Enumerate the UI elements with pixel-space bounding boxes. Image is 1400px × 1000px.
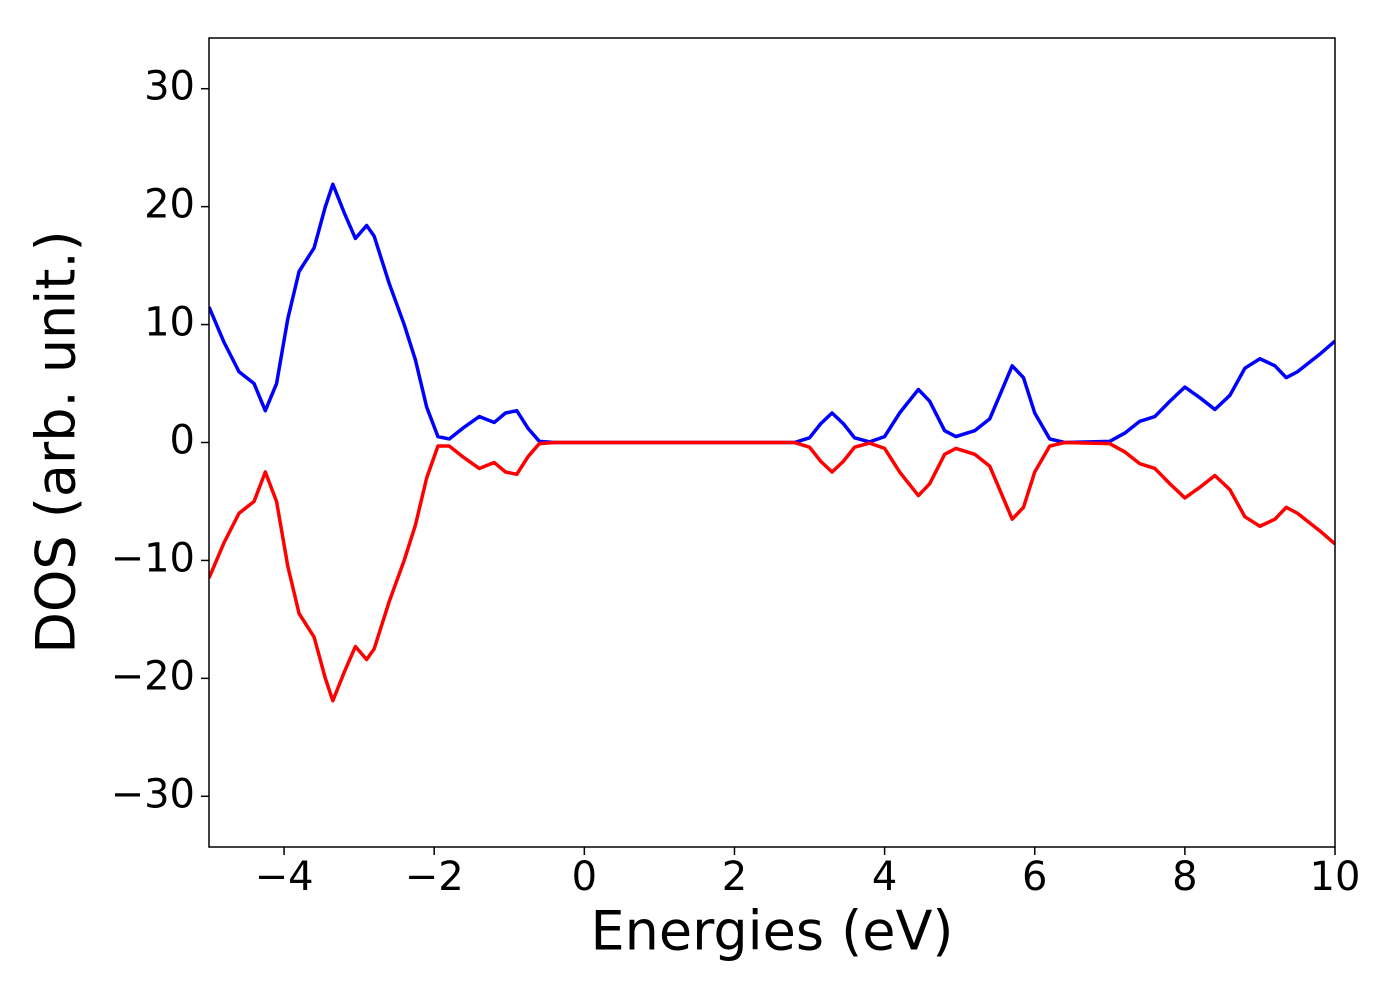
x-tick-label: 4 (872, 854, 897, 900)
y-tick-label: 30 (144, 64, 195, 110)
line-series (209, 440, 1335, 703)
y-tick-label: −20 (111, 653, 195, 699)
x-tick-label: 8 (1172, 854, 1197, 900)
x-tick-label: −4 (255, 854, 314, 900)
y-tick-label: 0 (170, 418, 195, 464)
y-tick-label: 10 (144, 300, 195, 346)
line-series (209, 182, 1335, 445)
x-tick-label: −2 (405, 854, 464, 900)
y-tick-label: −10 (111, 535, 195, 581)
x-axis-label: Energies (eV) (591, 900, 954, 963)
y-tick-label: −30 (111, 771, 195, 817)
x-tick-label: 10 (1310, 854, 1361, 900)
x-tick-label: 0 (572, 854, 597, 900)
x-tick-label: 2 (722, 854, 747, 900)
x-tick-label: 6 (1022, 854, 1047, 900)
y-axis-label: DOS (arb. unit.) (25, 230, 88, 653)
y-tick-label: 20 (144, 182, 195, 228)
plot-frame (208, 37, 1336, 848)
